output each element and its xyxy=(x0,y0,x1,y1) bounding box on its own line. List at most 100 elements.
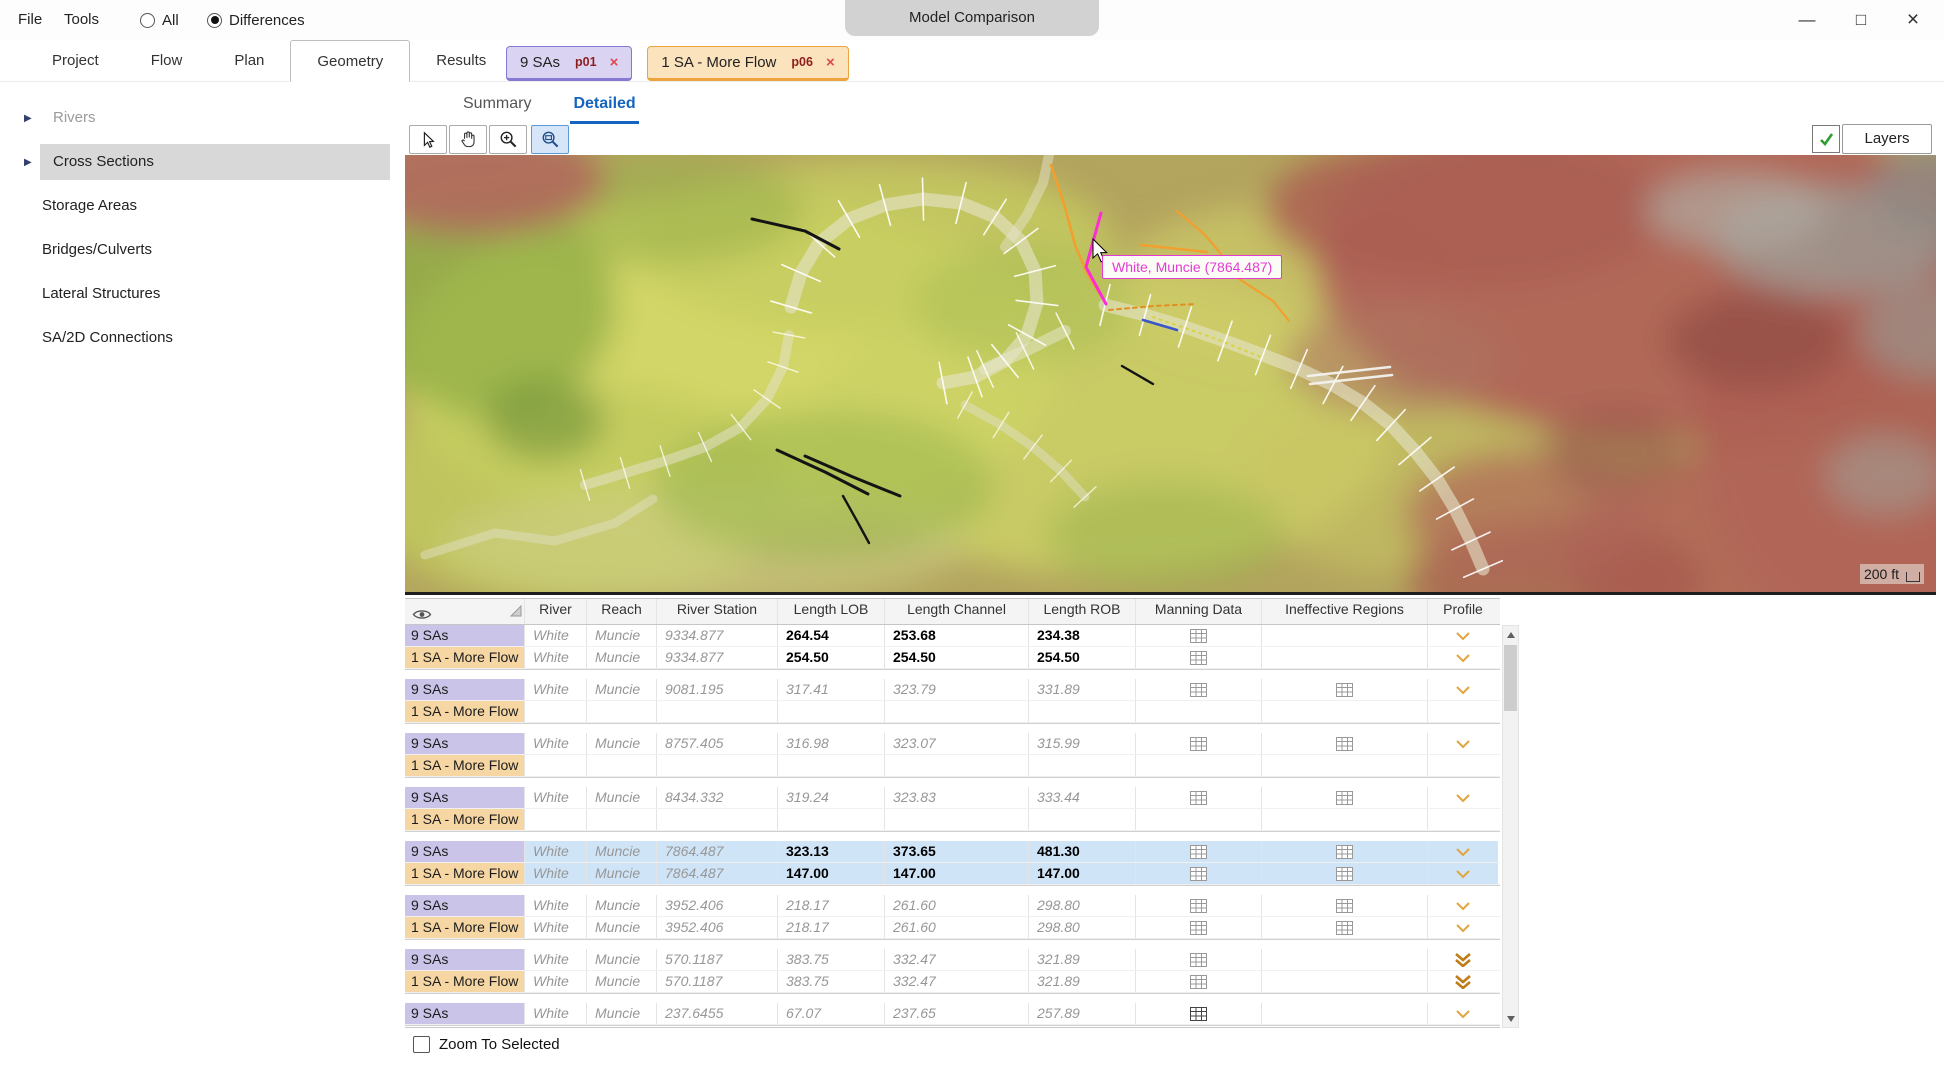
header-length-channel[interactable]: Length Channel xyxy=(885,599,1029,624)
table-row[interactable]: 1 SA - More Flow xyxy=(405,809,1500,831)
table-row[interactable]: 9 SAsWhiteMuncie8757.405316.98323.07315.… xyxy=(405,733,1500,755)
plan-tab-1sa-more-flow[interactable]: 1 SA - More Flow p06 × xyxy=(647,46,848,81)
plan-row-label[interactable]: 1 SA - More Flow xyxy=(405,917,525,938)
header-length-lob[interactable]: Length LOB xyxy=(778,599,885,624)
table-row[interactable]: 1 SA - More FlowWhiteMuncie9334.877254.5… xyxy=(405,647,1500,669)
plan-row-label[interactable]: 9 SAs xyxy=(405,733,525,754)
header-plan-column[interactable] xyxy=(405,599,525,624)
table-row[interactable]: 9 SAsWhiteMuncie570.1187383.75332.47321.… xyxy=(405,949,1500,971)
pan-hand-tool[interactable] xyxy=(449,125,487,154)
plan-row-label[interactable]: 9 SAs xyxy=(405,841,525,862)
ineffective-regions-cell[interactable] xyxy=(1262,863,1428,884)
select-cursor-tool[interactable] xyxy=(409,125,447,154)
menu-tools[interactable]: Tools xyxy=(58,0,105,40)
ineffective-regions-cell[interactable] xyxy=(1262,841,1428,862)
sidebar-item-storage-areas[interactable]: Storage Areas xyxy=(0,184,392,228)
profile-cell[interactable] xyxy=(1428,787,1498,808)
ineffective-regions-cell[interactable] xyxy=(1262,895,1428,916)
table-row[interactable]: 9 SAsWhiteMuncie9081.195317.41323.79331.… xyxy=(405,679,1500,701)
header-river-station[interactable]: River Station xyxy=(657,599,778,624)
manning-data-cell[interactable] xyxy=(1136,1003,1262,1024)
sidebar-item-cross-sections[interactable]: ▶ Cross Sections xyxy=(0,140,392,184)
sort-corner-icon[interactable] xyxy=(510,602,522,623)
sidebar-item-sa2d-connections[interactable]: SA/2D Connections xyxy=(0,316,392,360)
profile-cell[interactable] xyxy=(1428,1003,1498,1024)
plan-row-label[interactable]: 1 SA - More Flow xyxy=(405,863,525,884)
menu-file[interactable]: File xyxy=(12,0,48,40)
profile-cell[interactable] xyxy=(1428,625,1498,646)
profile-cell[interactable] xyxy=(1428,809,1498,830)
plan-row-label[interactable]: 9 SAs xyxy=(405,949,525,970)
layers-button[interactable]: Layers xyxy=(1842,124,1932,154)
scrollbar-thumb[interactable] xyxy=(1504,645,1517,711)
header-profile[interactable]: Profile xyxy=(1428,599,1498,624)
zoom-to-selected-control[interactable]: Zoom To Selected xyxy=(413,1036,560,1053)
ineffective-regions-cell[interactable] xyxy=(1262,787,1428,808)
plan-row-label[interactable]: 1 SA - More Flow xyxy=(405,755,525,776)
table-row[interactable]: 1 SA - More FlowWhiteMuncie570.1187383.7… xyxy=(405,971,1500,993)
scroll-up-button[interactable] xyxy=(1503,626,1518,643)
table-row[interactable]: 9 SAsWhiteMuncie3952.406218.17261.60298.… xyxy=(405,895,1500,917)
map-view[interactable]: White, Muncie (7864.487) 200 ft xyxy=(405,155,1936,595)
profile-cell[interactable] xyxy=(1428,917,1498,938)
profile-cell[interactable] xyxy=(1428,841,1498,862)
scroll-down-button[interactable] xyxy=(1503,1010,1518,1027)
table-row[interactable]: 9 SAsWhiteMuncie7864.487323.13373.65481.… xyxy=(405,841,1500,863)
manning-data-cell[interactable] xyxy=(1136,863,1262,884)
header-reach[interactable]: Reach xyxy=(587,599,657,624)
profile-cell[interactable] xyxy=(1428,679,1498,700)
zoom-window-tool[interactable] xyxy=(531,125,569,154)
visibility-eye-icon[interactable] xyxy=(412,606,432,624)
tab-detailed[interactable]: Detailed xyxy=(570,87,638,124)
table-row[interactable]: 9 SAsWhiteMuncie8434.332319.24323.83333.… xyxy=(405,787,1500,809)
plan-row-label[interactable]: 9 SAs xyxy=(405,679,525,700)
plan-row-label[interactable]: 9 SAs xyxy=(405,1003,525,1024)
table-row[interactable]: 1 SA - More Flow xyxy=(405,701,1500,723)
sidebar-item-bridges-culverts[interactable]: Bridges/Culverts xyxy=(0,228,392,272)
minimize-button[interactable]: — xyxy=(1786,0,1828,40)
plan-row-label[interactable]: 1 SA - More Flow xyxy=(405,647,525,668)
manning-data-cell[interactable] xyxy=(1136,647,1262,668)
zoom-in-tool[interactable] xyxy=(489,125,527,154)
profile-cell[interactable] xyxy=(1428,971,1498,992)
radio-all[interactable]: All xyxy=(140,0,179,40)
tab-flow[interactable]: Flow xyxy=(125,40,209,82)
plan-row-label[interactable]: 1 SA - More Flow xyxy=(405,971,525,992)
profile-cell[interactable] xyxy=(1428,647,1498,668)
table-row[interactable]: 1 SA - More FlowWhiteMuncie7864.487147.0… xyxy=(405,863,1500,885)
manning-data-cell[interactable] xyxy=(1136,733,1262,754)
profile-cell[interactable] xyxy=(1428,863,1498,884)
header-manning-data[interactable]: Manning Data xyxy=(1136,599,1262,624)
profile-cell[interactable] xyxy=(1428,895,1498,916)
manning-data-cell[interactable] xyxy=(1136,949,1262,970)
manning-data-cell[interactable] xyxy=(1136,787,1262,808)
tab-project[interactable]: Project xyxy=(26,40,125,82)
table-row[interactable]: 1 SA - More FlowWhiteMuncie3952.406218.1… xyxy=(405,917,1500,939)
manning-data-cell[interactable] xyxy=(1136,971,1262,992)
radio-differences[interactable]: Differences xyxy=(207,0,305,40)
header-ineffective-regions[interactable]: Ineffective Regions xyxy=(1262,599,1428,624)
maximize-button[interactable]: □ xyxy=(1840,0,1882,40)
sidebar-item-rivers[interactable]: ▶ Rivers xyxy=(0,96,392,140)
close-icon[interactable]: × xyxy=(610,54,619,71)
close-button[interactable]: × xyxy=(1892,0,1934,40)
ineffective-regions-cell[interactable] xyxy=(1262,733,1428,754)
ineffective-regions-cell[interactable] xyxy=(1262,679,1428,700)
plan-row-label[interactable]: 1 SA - More Flow xyxy=(405,701,525,722)
manning-data-cell[interactable] xyxy=(1136,895,1262,916)
zoom-to-selected-checkbox[interactable] xyxy=(413,1036,430,1053)
plan-row-label[interactable]: 9 SAs xyxy=(405,895,525,916)
ineffective-regions-cell[interactable] xyxy=(1262,917,1428,938)
plan-row-label[interactable]: 9 SAs xyxy=(405,787,525,808)
expand-arrow-icon[interactable]: ▶ xyxy=(24,157,32,168)
tab-results[interactable]: Results xyxy=(410,40,512,82)
profile-cell[interactable] xyxy=(1428,949,1498,970)
profile-cell[interactable] xyxy=(1428,733,1498,754)
tab-geometry[interactable]: Geometry xyxy=(290,40,410,82)
close-icon[interactable]: × xyxy=(826,54,835,71)
layers-visibility-checkbox[interactable] xyxy=(1812,125,1840,153)
table-row[interactable]: 9 SAsWhiteMuncie9334.877264.54253.68234.… xyxy=(405,625,1500,647)
table-scrollbar[interactable] xyxy=(1502,625,1519,1028)
manning-data-cell[interactable] xyxy=(1136,679,1262,700)
table-row[interactable]: 9 SAsWhiteMuncie237.645567.07237.65257.8… xyxy=(405,1003,1500,1025)
